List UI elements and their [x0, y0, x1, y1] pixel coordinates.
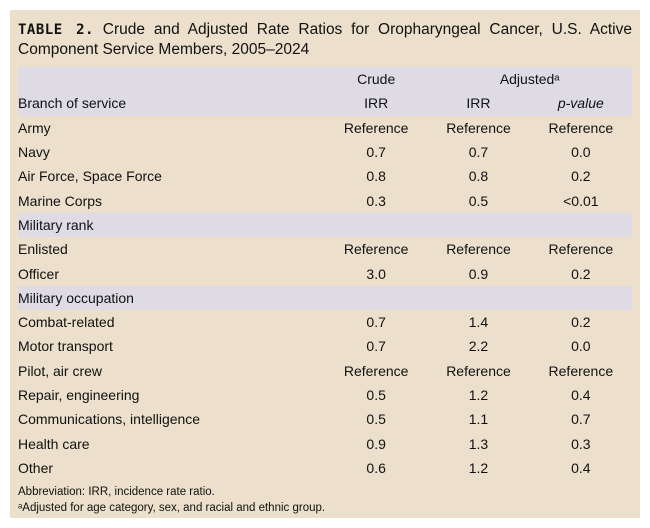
section-name: Military rank [18, 212, 325, 238]
p-value: 0.4 [571, 387, 591, 403]
table-row: Other 0.6 1.2 0.4 [18, 456, 632, 480]
crude-irr-value: 0.6 [366, 459, 386, 476]
row-label: Air Force, Space Force [18, 168, 162, 185]
row-label: Other [18, 459, 54, 476]
p-value: Reference [548, 241, 614, 258]
row-label: Pilot, air crew [18, 362, 103, 379]
table-row: Repair, engineering 0.5 1.2 0.4 [18, 383, 632, 407]
table-row: Navy 0.7 0.7 0.0 [18, 140, 632, 164]
p-value: 0.0 [571, 338, 591, 355]
table-row: Air Force, Space Force 0.8 0.8 0.2 [18, 164, 632, 188]
crude-irr-value: 0.3 [366, 192, 386, 209]
table-label: TABLE 2. [18, 22, 94, 38]
adjusted-header: Adjustedᵃ [427, 67, 632, 92]
adjusted-irr-value: 1.3 [468, 435, 489, 452]
crude-irr-value: 3.0 [366, 265, 386, 282]
row-label: Communications, intelligence [18, 411, 201, 428]
crude-irr-value: 0.7 [366, 144, 386, 161]
table-row: Pilot, air crew Reference Reference Referen… [18, 359, 632, 383]
p-value: 0.0 [571, 144, 591, 161]
table-title: TABLE 2. Crude and Adjusted Rate Ratios … [18, 20, 632, 60]
abbreviation-note: Abbreviation: IRR, incidence rate ratio. [18, 486, 215, 498]
row-label: Health care [18, 435, 90, 452]
adjusted-irr-value: 1.2 [468, 459, 489, 476]
crude-irr-value: 0.8 [366, 168, 386, 185]
crude-irr-value: 0.9 [366, 435, 386, 452]
p-value: 0.2 [571, 314, 591, 331]
adjusted-irr-value: Reference [446, 119, 511, 136]
adjusted-irr-value: 0.5 [468, 192, 489, 209]
crude-irr-value: 0.5 [366, 411, 386, 428]
adjusted-irr-value: 1.2 [468, 387, 489, 403]
crude-irr-value: Reference [343, 241, 409, 258]
adjusted-irr-value: 1.1 [468, 411, 489, 428]
row-label: Officer [18, 265, 59, 282]
p-value-subheader: p-value [529, 91, 632, 116]
table-row: Army Reference Reference Reference [18, 116, 632, 140]
p-value: 0.4 [571, 459, 591, 476]
section-name: Branch of service [18, 91, 325, 116]
row-label: Combat-related [18, 314, 115, 331]
row-label: Army [18, 119, 51, 136]
crude-irr-value: Reference [343, 119, 409, 136]
crude-header: Crude [325, 67, 428, 92]
adjusted-irr-value: 1.4 [468, 314, 489, 331]
adjusted-irr-value: Reference [446, 241, 511, 258]
crude-irr-value: Reference [343, 362, 409, 379]
p-value: 0.3 [571, 435, 591, 452]
column-header-row: Crude Adjustedᵃ [18, 67, 632, 92]
p-value: <0.01 [563, 192, 599, 209]
p-value: 0.7 [571, 411, 591, 428]
section-header-row: Branch of service IRR IRR p-value [18, 91, 632, 116]
p-value: 0.2 [571, 265, 591, 282]
table-panel: TABLE 2. Crude and Adjusted Rate Ratios … [10, 10, 640, 518]
adjustment-footnote: ᵃAdjusted for age category, sex, and rac… [18, 502, 326, 514]
adjusted-irr-subheader: IRR [427, 91, 530, 116]
table-row: Motor transport 0.7 2.2 0.0 [18, 334, 632, 358]
rate-ratio-table: Crude Adjustedᵃ Branch of service IRR IRR p… [18, 67, 632, 480]
row-label: Enlisted [18, 241, 68, 258]
crude-irr-value: 0.5 [366, 387, 386, 403]
p-value: Reference [548, 362, 614, 379]
adjusted-irr-value: 0.7 [468, 144, 489, 161]
table-row: Enlisted Reference Reference Reference [18, 237, 632, 261]
adjusted-irr-value: 0.8 [468, 168, 489, 185]
row-label: Marine Corps [18, 192, 103, 209]
p-value: Reference [548, 119, 614, 136]
section-header-row: Military rank [18, 212, 632, 238]
crude-irr-subheader: IRR [325, 91, 428, 116]
crude-irr-value: 0.7 [366, 314, 386, 331]
section-name: Military occupation [18, 285, 325, 310]
table-row: Combat-related 0.7 1.4 0.2 [18, 310, 632, 334]
table-row: Officer 3.0 0.9 0.2 [18, 261, 632, 285]
table-title-text: Crude and Adjusted Rate Ratios for Oroph… [18, 21, 632, 58]
section-header-row: Military occupation [18, 285, 632, 310]
table-row: Marine Corps 0.3 0.5 <0.01 [18, 188, 632, 212]
p-value: 0.2 [571, 168, 591, 185]
adjusted-irr-value: Reference [446, 362, 511, 379]
adjusted-irr-value: 2.2 [468, 338, 489, 355]
table-notes: Abbreviation: IRR, incidence rate ratio.… [18, 484, 325, 516]
row-label: Motor transport [18, 338, 113, 355]
row-label: Repair, engineering [18, 387, 140, 403]
table-row: Communications, intelligence 0.5 1.1 0.7 [18, 407, 632, 431]
row-label: Navy [18, 144, 50, 161]
crude-irr-value: 0.7 [366, 338, 386, 355]
adjusted-irr-value: 0.9 [468, 265, 489, 282]
table-row: Health care 0.9 1.3 0.3 [18, 431, 632, 455]
